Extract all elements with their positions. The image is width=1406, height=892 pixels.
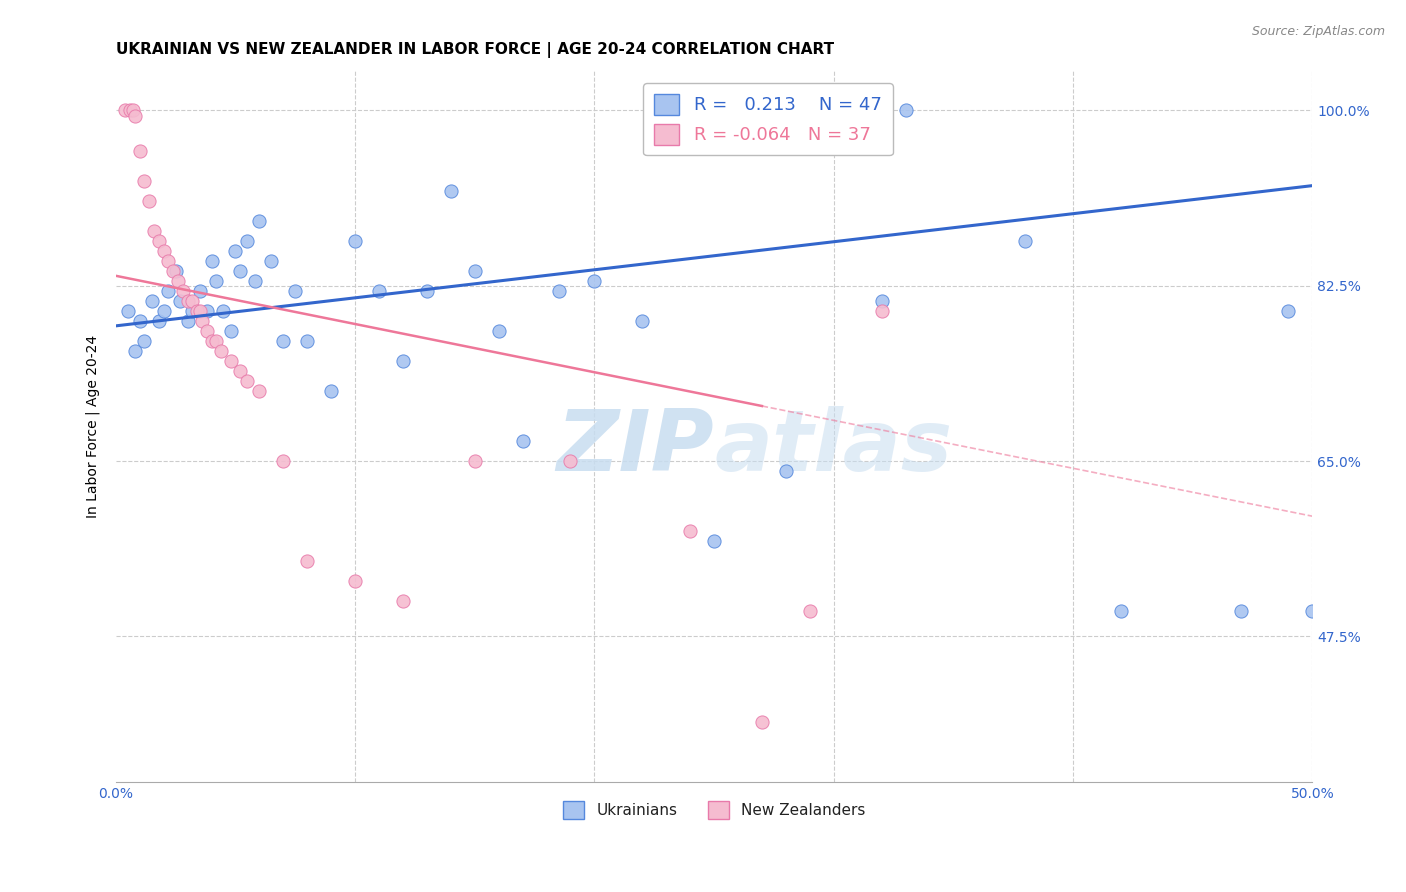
Point xyxy=(114,103,136,118)
Text: Source: ZipAtlas.com: Source: ZipAtlas.com xyxy=(1251,25,1385,38)
Point xyxy=(344,574,367,589)
Point xyxy=(186,303,208,318)
Text: UKRAINIAN VS NEW ZEALANDER IN LABOR FORCE | AGE 20-24 CORRELATION CHART: UKRAINIAN VS NEW ZEALANDER IN LABOR FORC… xyxy=(115,42,834,58)
Point xyxy=(236,234,259,248)
Point xyxy=(229,364,252,378)
Y-axis label: In Labor Force | Age 20-24: In Labor Force | Age 20-24 xyxy=(86,334,100,517)
Point xyxy=(547,284,569,298)
Point xyxy=(195,303,218,318)
Point xyxy=(1014,234,1036,248)
Point xyxy=(344,234,367,248)
Point xyxy=(247,213,270,227)
Point xyxy=(870,293,893,308)
Point xyxy=(152,303,174,318)
Point xyxy=(229,264,252,278)
Point xyxy=(775,464,797,478)
Point xyxy=(368,284,391,298)
Legend: Ukrainians, New Zealanders: Ukrainians, New Zealanders xyxy=(557,796,872,825)
Point xyxy=(440,184,463,198)
Point xyxy=(176,293,198,308)
Point xyxy=(191,314,214,328)
Point xyxy=(157,284,180,298)
Point xyxy=(823,103,845,118)
Point xyxy=(120,103,142,118)
Point xyxy=(631,314,654,328)
Point xyxy=(143,224,166,238)
Point xyxy=(124,108,146,122)
Point xyxy=(121,103,143,118)
Point xyxy=(870,303,893,318)
Point xyxy=(297,554,319,568)
Point xyxy=(284,284,307,298)
Point xyxy=(1277,303,1299,318)
Point xyxy=(260,253,283,268)
Point xyxy=(236,374,259,388)
Point xyxy=(799,604,821,618)
Point xyxy=(464,264,486,278)
Point xyxy=(209,343,232,358)
Point xyxy=(219,324,242,338)
Point xyxy=(679,524,702,539)
Point xyxy=(271,454,294,468)
Point xyxy=(152,244,174,258)
Point xyxy=(1229,604,1251,618)
Point xyxy=(181,303,204,318)
Point xyxy=(128,314,150,328)
Point xyxy=(271,334,294,348)
Point xyxy=(560,454,582,468)
Point xyxy=(512,434,534,448)
Point xyxy=(205,334,228,348)
Point xyxy=(167,274,190,288)
Point xyxy=(1109,604,1132,618)
Point xyxy=(583,274,606,288)
Point xyxy=(172,284,194,298)
Point xyxy=(200,334,222,348)
Point xyxy=(195,324,218,338)
Point xyxy=(247,384,270,398)
Point xyxy=(169,293,191,308)
Point xyxy=(117,303,139,318)
Point xyxy=(870,103,893,118)
Point xyxy=(392,594,415,608)
Point xyxy=(703,534,725,549)
Point xyxy=(162,264,184,278)
Point xyxy=(181,293,204,308)
Point xyxy=(321,384,343,398)
Point xyxy=(297,334,319,348)
Point xyxy=(157,253,180,268)
Point xyxy=(464,454,486,468)
Point xyxy=(488,324,510,338)
Point xyxy=(224,244,246,258)
Text: ZIP: ZIP xyxy=(557,406,714,489)
Text: atlas: atlas xyxy=(714,406,952,489)
Point xyxy=(894,103,917,118)
Point xyxy=(243,274,266,288)
Point xyxy=(188,284,211,298)
Point xyxy=(148,234,170,248)
Point xyxy=(128,144,150,158)
Point xyxy=(148,314,170,328)
Point xyxy=(138,194,160,208)
Point xyxy=(205,274,228,288)
Point xyxy=(141,293,163,308)
Point xyxy=(124,343,146,358)
Point xyxy=(134,173,156,187)
Point xyxy=(846,103,869,118)
Point xyxy=(176,314,198,328)
Point xyxy=(751,714,773,729)
Point xyxy=(188,303,211,318)
Point xyxy=(416,284,439,298)
Point xyxy=(219,354,242,368)
Point xyxy=(200,253,222,268)
Point xyxy=(165,264,187,278)
Point xyxy=(392,354,415,368)
Point xyxy=(212,303,235,318)
Point xyxy=(134,334,156,348)
Point xyxy=(1301,604,1323,618)
